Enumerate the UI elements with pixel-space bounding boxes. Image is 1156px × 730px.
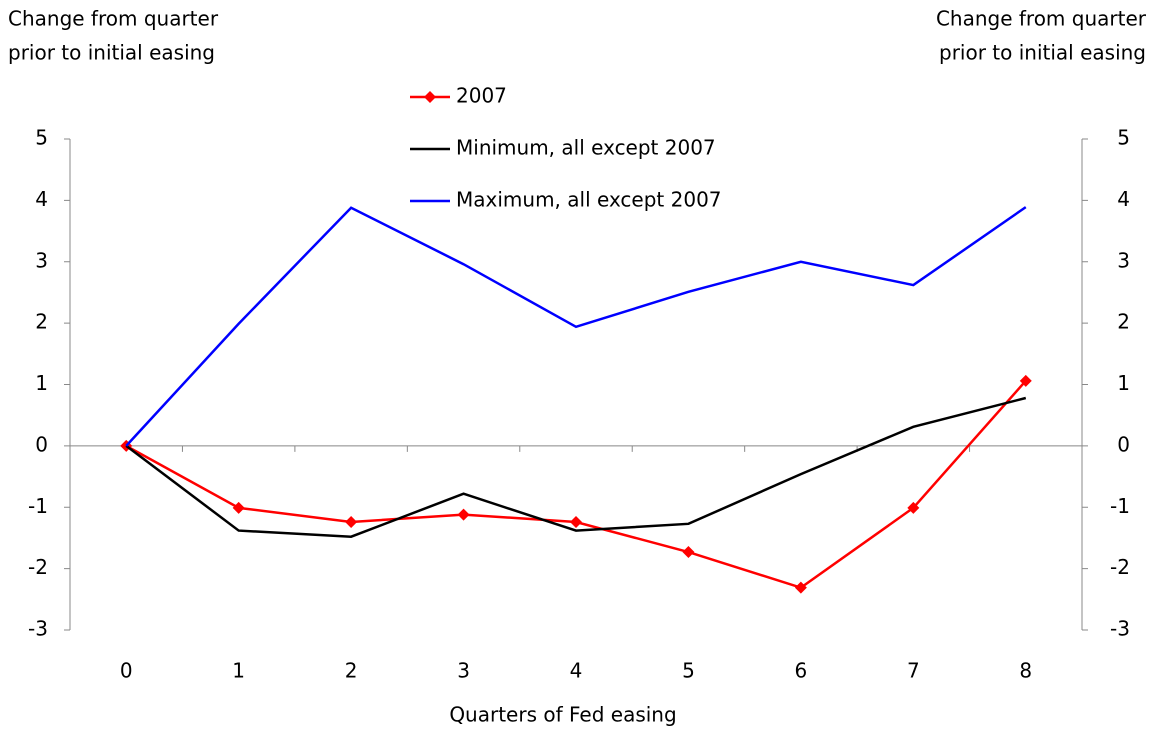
point-marker [682,546,695,559]
y2-tick-label: 4 [1117,187,1130,211]
point-marker [907,501,920,514]
y-tick-label: 4 [35,187,48,211]
legend-label: Maximum, all except 2007 [456,188,722,212]
y-tick-label: 0 [35,432,48,456]
x-tick-label: 3 [457,659,470,683]
y-tick-label: 2 [35,310,48,334]
y2-tick-label: 0 [1117,432,1130,456]
y2-axis-title: prior to initial easing [939,41,1146,65]
y2-tick-label: 3 [1117,248,1130,272]
point-marker [570,515,582,528]
y-tick-label: 1 [35,371,48,395]
series-line [125,396,1027,538]
y-axis-title: prior to initial easing [8,41,215,65]
y2-tick-label: 5 [1117,126,1130,150]
x-tick-label: 6 [795,659,808,683]
series-line [125,379,1027,590]
x-tick-label: 4 [570,659,583,683]
y2-tick-label: 2 [1117,310,1130,334]
y2-tick-label: -2 [1110,555,1130,579]
legend-marker [424,91,436,103]
y2-tick-label: 1 [1117,371,1130,395]
x-tick-label: 7 [907,659,920,683]
x-tick-label: 8 [1019,659,1032,683]
point-marker [1019,374,1032,387]
y-axis-title: Change from quarter [8,7,219,31]
x-axis-title: Quarters of Fed easing [449,703,676,727]
legend-label: 2007 [456,84,507,108]
y-tick-label: -1 [28,494,48,518]
point-marker [232,501,245,514]
x-tick-label: 1 [232,659,245,683]
y-tick-label: -2 [28,555,48,579]
y-tick-label: 3 [35,248,48,272]
y2-tick-label: -1 [1110,494,1130,518]
y2-axis-title: Change from quarter [936,7,1147,31]
series-line [125,206,1027,447]
y-tick-label: 5 [35,126,48,150]
y-tick-label: -3 [28,617,48,641]
y2-tick-label: -3 [1110,617,1130,641]
point-marker [794,581,807,594]
x-tick-label: 5 [682,659,695,683]
point-marker [457,508,470,521]
x-tick-label: 0 [120,659,133,683]
point-marker [345,515,358,528]
x-tick-label: 2 [345,659,358,683]
legend-label: Minimum, all except 2007 [456,136,716,160]
